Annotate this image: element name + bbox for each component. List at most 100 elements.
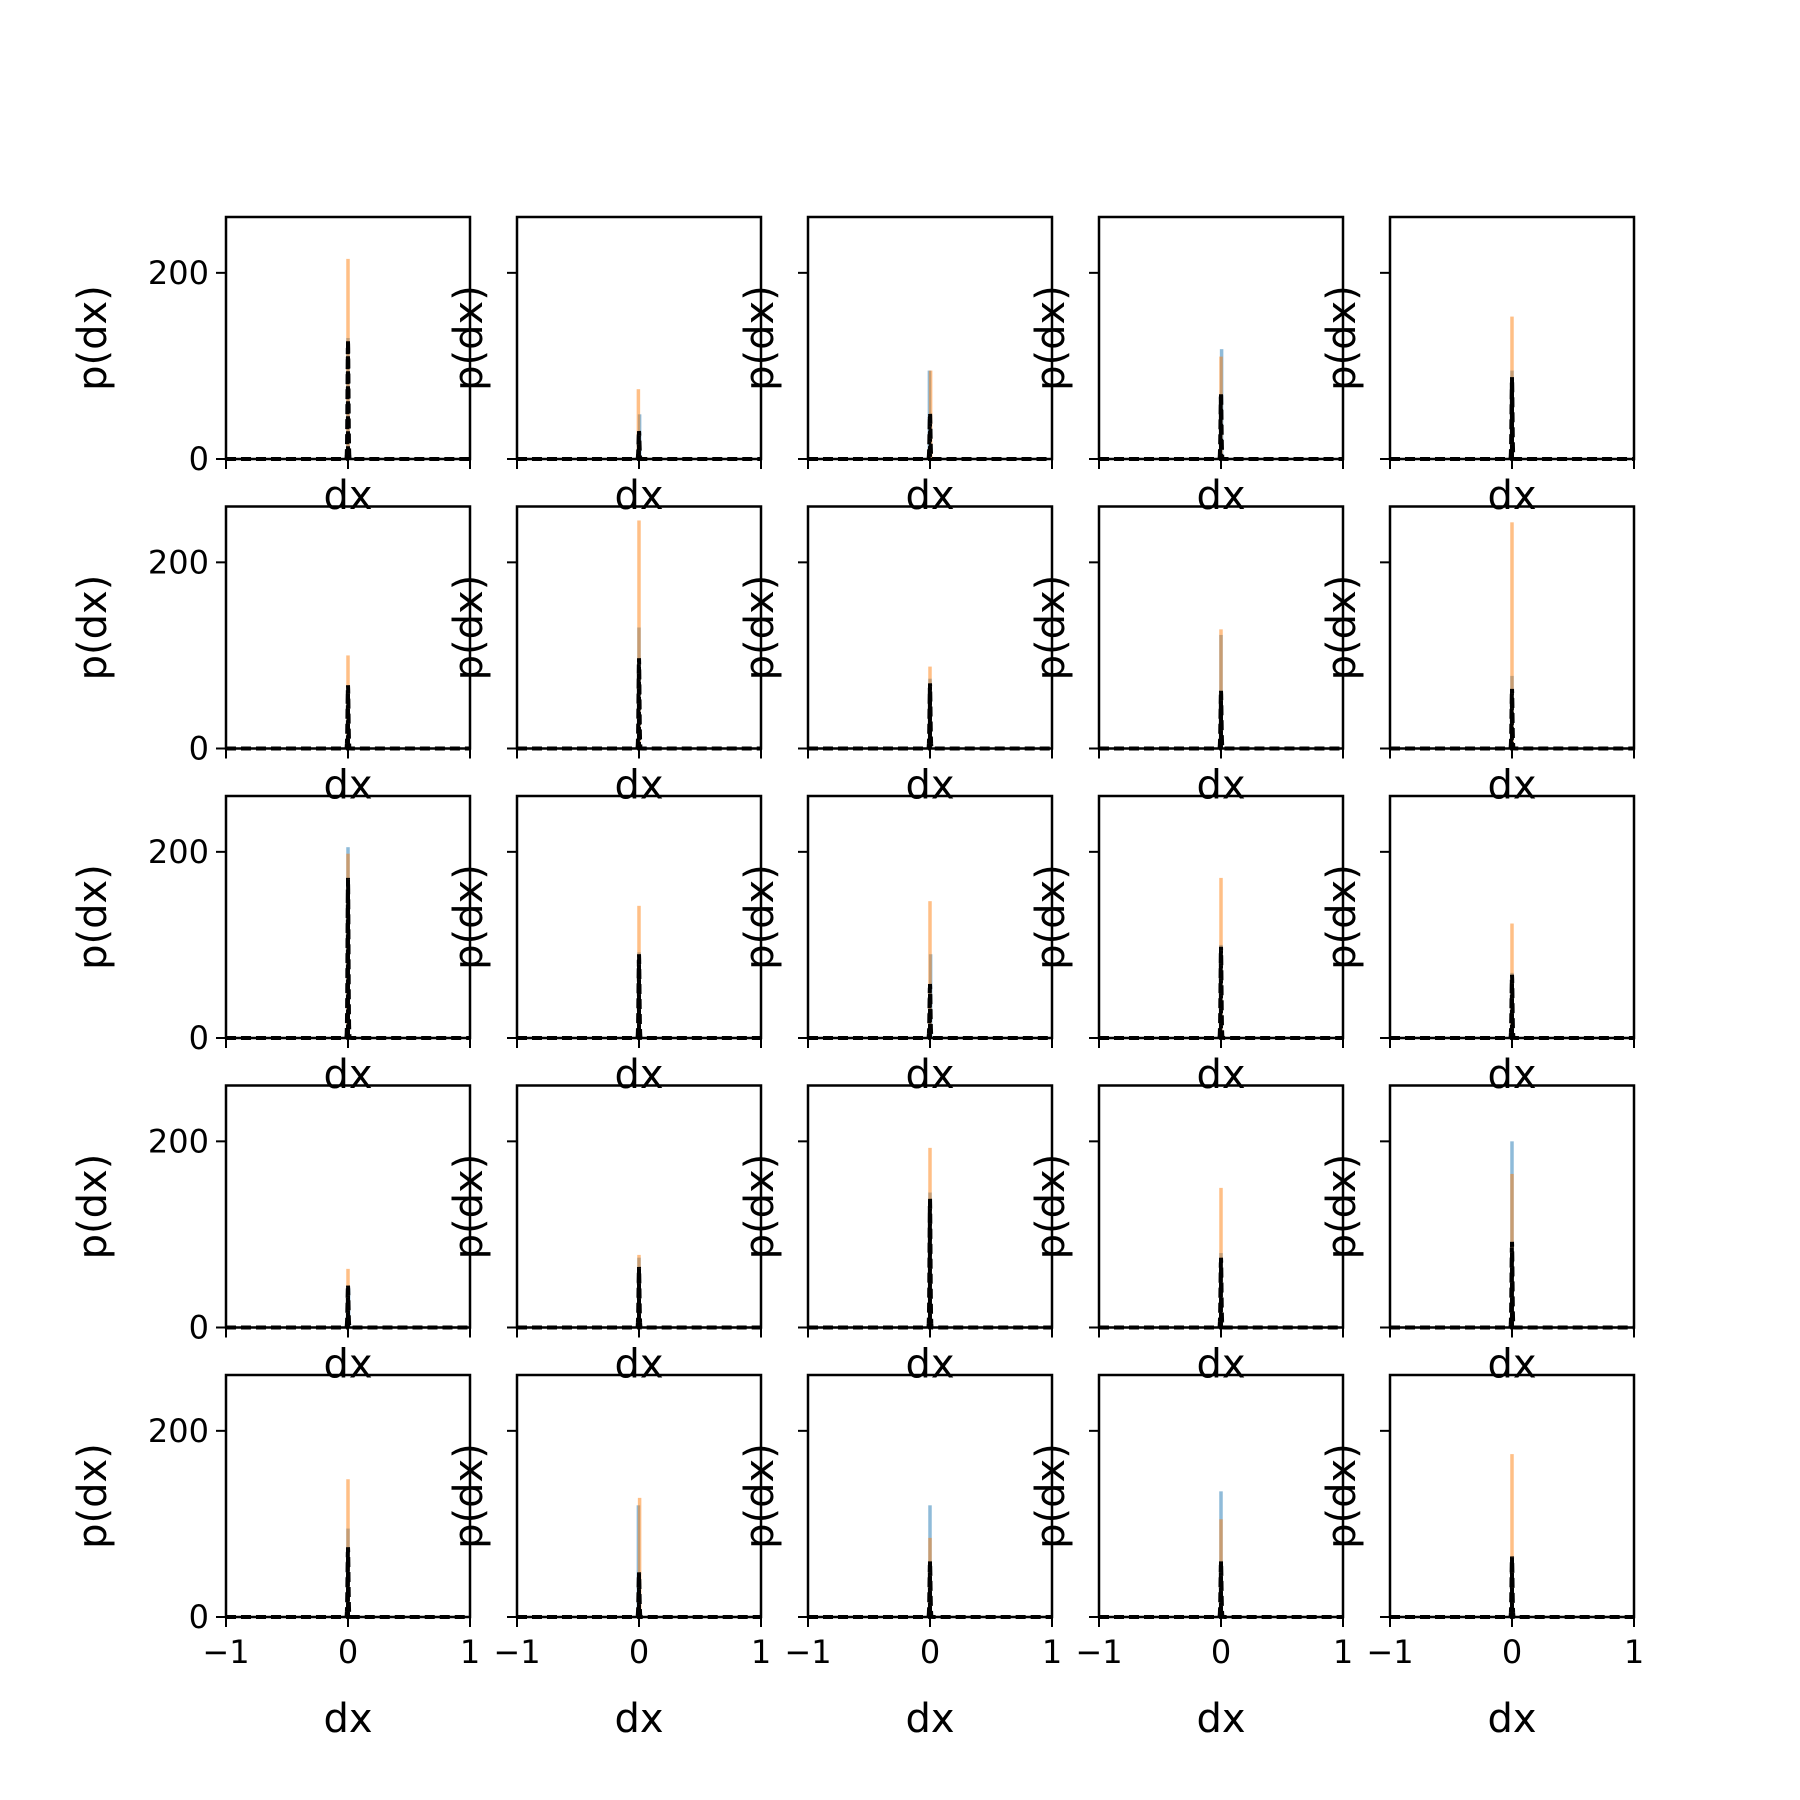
subplot-2-3: dx p(dx) xyxy=(737,505,1054,809)
subplot-4-1: 0 200 dx p(dx) xyxy=(70,1084,472,1388)
subplot-1-1: 0 200 dx p(dx) xyxy=(70,215,472,519)
y-axis-label: p(dx) xyxy=(1319,1443,1365,1549)
y-axis-label: p(dx) xyxy=(737,1443,783,1549)
x-tick-label: −1 xyxy=(1366,1633,1413,1671)
y-axis-label: p(dx) xyxy=(70,285,116,391)
subplot-4-5: dx p(dx) xyxy=(1319,1084,1636,1388)
subplot-5-2: −1 0 1 dx p(dx) xyxy=(446,1373,771,1742)
histogram-b-bar xyxy=(1510,1454,1514,1617)
x-axis-label: dx xyxy=(1196,473,1245,519)
x-tick-label: 1 xyxy=(1333,1633,1353,1671)
subplot-4-4: dx p(dx) xyxy=(1028,1084,1345,1388)
density-curve xyxy=(517,954,761,1040)
subplot-2-4: dx p(dx) xyxy=(1028,505,1345,809)
x-axis-label: dx xyxy=(323,473,372,519)
x-axis-label: dx xyxy=(323,1696,372,1742)
density-curve xyxy=(1390,1556,1634,1619)
y-tick-label: 200 xyxy=(148,1412,209,1450)
subplot-2-5: dx p(dx) xyxy=(1319,505,1636,809)
x-tick-label: −1 xyxy=(1075,1633,1122,1671)
x-tick-label: 0 xyxy=(1211,1633,1231,1671)
y-tick-label: 0 xyxy=(189,1309,209,1347)
y-tick-label: 200 xyxy=(148,543,209,581)
histogram-b-bar xyxy=(637,1497,642,1617)
subplot-4-3: dx p(dx) xyxy=(737,1084,1054,1388)
x-tick-label: 1 xyxy=(460,1633,480,1671)
x-axis-label: dx xyxy=(323,763,372,809)
x-tick-label: 0 xyxy=(920,1633,940,1671)
density-curve xyxy=(1390,688,1634,751)
x-tick-label: 1 xyxy=(1624,1633,1644,1671)
x-tick-label: −1 xyxy=(493,1633,540,1671)
x-axis-label: dx xyxy=(323,1052,372,1098)
y-axis-label: p(dx) xyxy=(70,575,116,681)
subplot-3-2: dx p(dx) xyxy=(446,794,763,1098)
histogram-b-bar xyxy=(637,520,641,749)
density-curve xyxy=(1099,1561,1343,1619)
histogram-b-bar xyxy=(1219,629,1223,749)
subplot-5-4: −1 0 1 dx p(dx) xyxy=(1028,1373,1353,1742)
x-axis-label: dx xyxy=(614,1342,663,1388)
density-curve xyxy=(517,430,761,461)
density-curve xyxy=(226,1285,470,1330)
y-axis-label: p(dx) xyxy=(1028,575,1074,681)
y-axis-label: p(dx) xyxy=(737,285,783,391)
x-axis-label: dx xyxy=(614,1052,663,1098)
density-curve xyxy=(226,685,470,751)
density-curve xyxy=(226,877,470,1040)
subplot-1-4: dx p(dx) xyxy=(1028,215,1345,519)
density-curve xyxy=(1390,377,1634,461)
y-axis-label: p(dx) xyxy=(1028,285,1074,391)
y-axis-label: p(dx) xyxy=(70,1443,116,1549)
subplot-1-3: dx p(dx) xyxy=(737,215,1054,519)
y-axis-label: p(dx) xyxy=(1319,1154,1365,1260)
density-curve xyxy=(808,1561,1052,1619)
x-axis-label: dx xyxy=(905,1342,954,1388)
y-axis-label: p(dx) xyxy=(1319,285,1365,391)
y-axis-label: p(dx) xyxy=(737,1154,783,1260)
subplot-4-2: dx p(dx) xyxy=(446,1084,763,1388)
subplot-3-5: dx p(dx) xyxy=(1319,794,1636,1098)
x-axis-label: dx xyxy=(905,1052,954,1098)
subplot-3-4: dx p(dx) xyxy=(1028,794,1345,1098)
density-curve xyxy=(517,658,761,751)
x-tick-label: 1 xyxy=(1042,1633,1062,1671)
y-tick-label: 200 xyxy=(148,833,209,871)
y-tick-label: 0 xyxy=(189,1019,209,1057)
density-curve xyxy=(808,412,1052,461)
density-curve xyxy=(1390,1241,1634,1330)
x-axis-label: dx xyxy=(905,1696,954,1742)
y-axis-label: p(dx) xyxy=(737,864,783,970)
subplot-1-2: dx p(dx) xyxy=(446,215,763,519)
y-axis-label: p(dx) xyxy=(446,1443,492,1549)
x-axis-label: dx xyxy=(614,1696,663,1742)
density-curve xyxy=(1099,946,1343,1040)
density-curve xyxy=(1099,391,1343,461)
x-tick-label: −1 xyxy=(784,1633,831,1671)
x-axis-label: dx xyxy=(1487,1052,1536,1098)
x-tick-label: 0 xyxy=(1502,1633,1522,1671)
x-axis-label: dx xyxy=(1487,473,1536,519)
x-axis-label: dx xyxy=(323,1342,372,1388)
y-tick-label: 0 xyxy=(189,1598,209,1636)
x-axis-label: dx xyxy=(1487,1696,1536,1742)
y-axis-label: p(dx) xyxy=(1028,1154,1074,1260)
y-axis-label: p(dx) xyxy=(446,285,492,391)
y-axis-label: p(dx) xyxy=(446,1154,492,1260)
subplot-3-3: dx p(dx) xyxy=(737,794,1054,1098)
density-curve xyxy=(808,683,1052,751)
density-curve xyxy=(517,1266,761,1330)
x-tick-label: −1 xyxy=(202,1633,249,1671)
y-axis-label: p(dx) xyxy=(446,575,492,681)
y-axis-label: p(dx) xyxy=(1028,1443,1074,1549)
density-curve xyxy=(517,1572,761,1619)
x-axis-label: dx xyxy=(1196,1696,1245,1742)
y-axis-label: p(dx) xyxy=(446,864,492,970)
density-curve xyxy=(808,983,1052,1040)
subplot-2-2: dx p(dx) xyxy=(446,505,763,809)
density-curve xyxy=(1099,690,1343,751)
density-curve xyxy=(1390,974,1634,1040)
x-axis-label: dx xyxy=(1487,1342,1536,1388)
